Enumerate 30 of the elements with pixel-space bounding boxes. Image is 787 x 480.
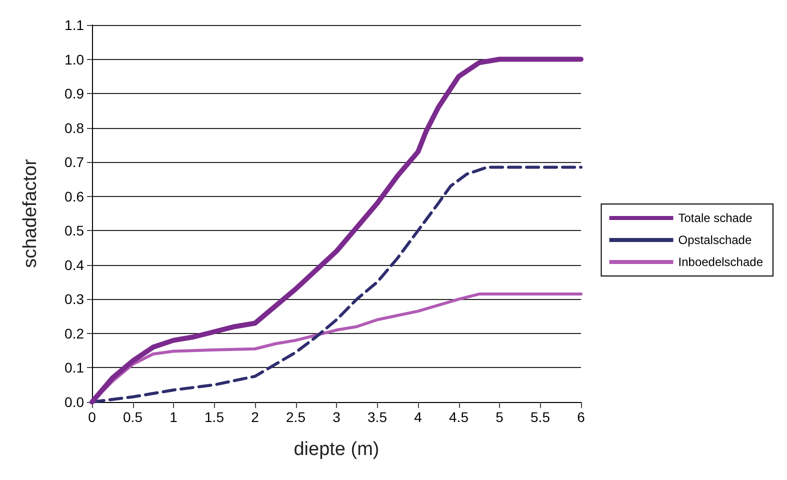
y-tick-label: 0.2 [64, 325, 84, 342]
y-tick-label: 0.5 [64, 222, 84, 239]
y-tick-label: 1.0 [64, 51, 84, 68]
x-tick-label: 0.5 [123, 409, 143, 425]
x-tick-label: 2 [251, 409, 260, 425]
x-tick-label: 0 [88, 409, 96, 425]
x-tick-label: 3.5 [368, 409, 388, 425]
x-tick-label: 1 [170, 409, 178, 425]
y-tick-label: 0.3 [64, 291, 84, 308]
x-tick-label: 4.5 [449, 409, 469, 425]
x-tick-label: 4 [414, 409, 422, 425]
y-tick-label: 0.8 [64, 120, 84, 136]
y-tick-label: 0.9 [64, 86, 84, 102]
text: Inboedelschade [678, 255, 764, 269]
y-axis-title: schadefactor [20, 158, 41, 268]
y-tick-label: 0.6 [64, 188, 84, 204]
x-tick-label: 2.5 [286, 409, 306, 425]
y-tick-label: 1.1 [64, 17, 84, 33]
y-tick-label: 0.7 [64, 154, 84, 170]
text: Opstalschade [678, 233, 752, 247]
text: Totale schade [678, 211, 753, 225]
y-tick-label: 0.4 [64, 256, 84, 273]
x-axis-title: diepte (m) [294, 439, 380, 460]
x-tick-label: 3 [332, 409, 341, 425]
y-tick-label: 0.0 [64, 394, 84, 410]
x-tick-label: 1.5 [204, 409, 224, 425]
x-tick-label: 5 [496, 409, 504, 425]
y-tick-label: 0.1 [64, 360, 84, 376]
x-tick-label: 5.5 [530, 409, 550, 425]
x-tick-label: 6 [577, 409, 586, 425]
